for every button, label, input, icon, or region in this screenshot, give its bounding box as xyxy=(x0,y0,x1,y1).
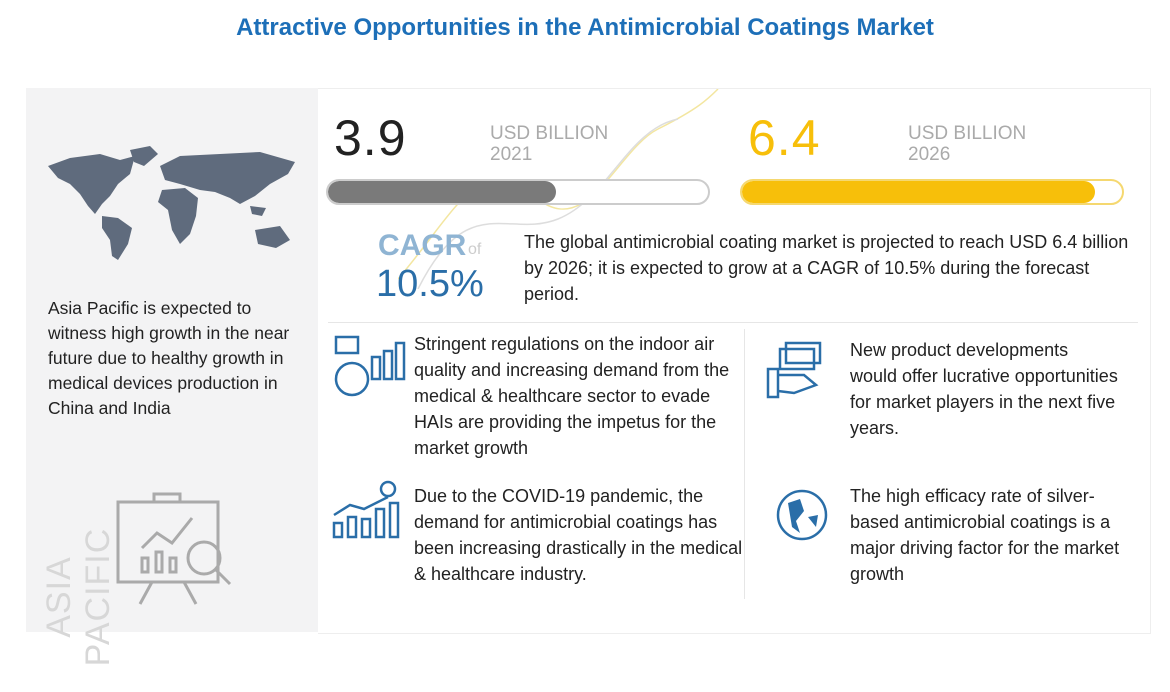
market-2026-value: 6.4 xyxy=(748,110,821,166)
globe-icon xyxy=(776,489,828,541)
cagr-description: The global antimicrobial coating market … xyxy=(524,232,1129,304)
market-2021-unit: USD BILLION xyxy=(490,123,609,144)
presentation-chart-magnifier-icon xyxy=(116,492,232,605)
growth-bars-dollar-icon xyxy=(332,480,400,539)
page-title: Attractive Opportunities in the Antimicr… xyxy=(236,14,934,41)
cagr-value: 10.5% xyxy=(376,263,484,305)
market-2026-bar xyxy=(740,179,1124,205)
content-panel: 3.9 USD BILLION 2021 6.4 USD BILLION 2026 … xyxy=(318,88,1151,634)
market-2021-year: 2021 xyxy=(490,144,533,165)
cagr-of: of xyxy=(468,241,482,258)
region-description: Asia Pacific is expected to witness high… xyxy=(48,298,290,418)
market-2021-value: 3.9 xyxy=(334,110,407,166)
market-2026-bar-fill xyxy=(742,181,1096,203)
regulation-chart-icon xyxy=(334,335,406,397)
region-vertical-label: ASIA PACIFIC xyxy=(40,527,117,667)
driver-text-3: Due to the COVID-19 pandemic, the demand… xyxy=(414,486,743,584)
money-hand-icon xyxy=(766,341,822,399)
driver-text-4: The high efficacy rate of silver-based a… xyxy=(850,486,1120,584)
region-panel: Asia Pacific is expected to witness high… xyxy=(26,88,318,666)
market-2026-year: 2026 xyxy=(908,144,951,165)
driver-text-1: Stringent regulations on the indoor air … xyxy=(414,334,730,458)
market-2021-bar-fill xyxy=(328,181,556,203)
market-2021-bar xyxy=(326,179,710,205)
driver-text-2: New product developments would offer luc… xyxy=(850,340,1118,438)
cagr-label: CAGR xyxy=(378,229,467,262)
divider xyxy=(744,329,745,599)
market-2026-unit: USD BILLION xyxy=(908,123,1027,144)
world-map xyxy=(48,146,295,260)
divider xyxy=(328,322,1138,323)
